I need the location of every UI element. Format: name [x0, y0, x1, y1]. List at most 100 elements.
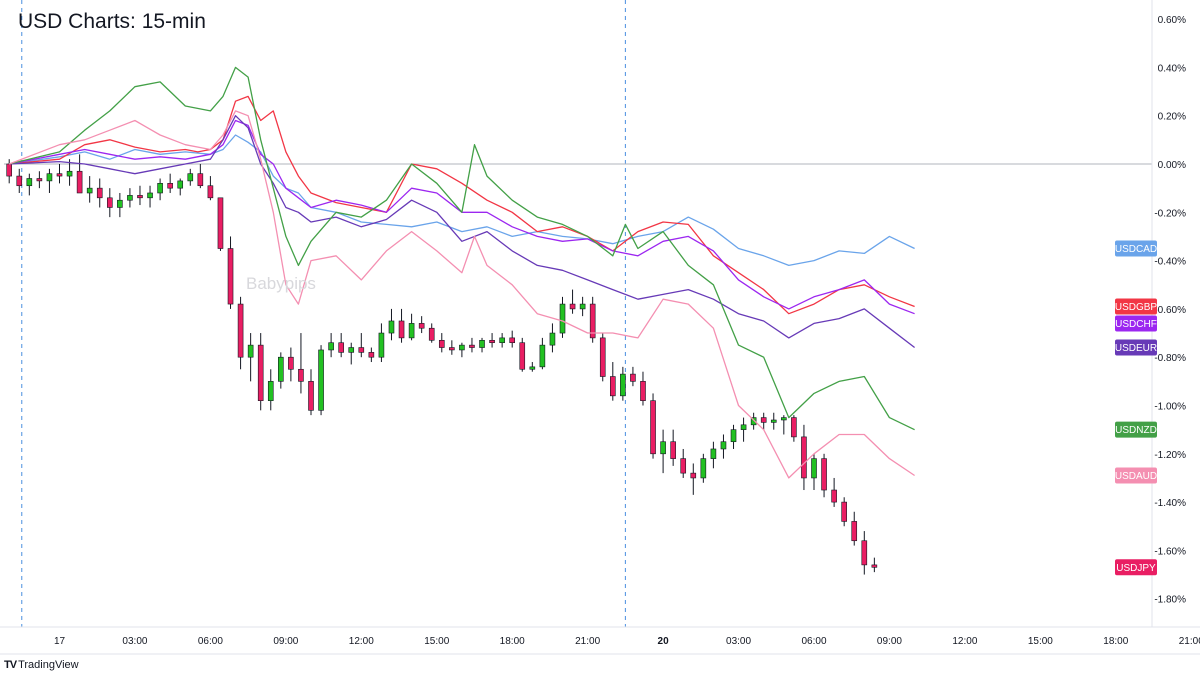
- candle-down: [841, 501, 847, 522]
- candle-down: [630, 373, 636, 382]
- candle-down: [96, 187, 103, 199]
- candle-up: [157, 183, 163, 194]
- candle-down: [589, 303, 596, 339]
- candle-down: [16, 175, 23, 187]
- x-tick-label: 18:00: [1103, 636, 1128, 647]
- candle-up: [388, 320, 395, 334]
- candle-down: [298, 368, 304, 382]
- series-tag-label: USDCHF: [1115, 319, 1157, 330]
- candle-up: [247, 344, 254, 358]
- candle-down: [680, 458, 687, 474]
- x-tick-label: 21:00: [575, 636, 600, 647]
- candle-up: [539, 344, 546, 368]
- candle-up: [408, 323, 415, 339]
- candle-up: [730, 429, 737, 443]
- candle-down: [469, 344, 475, 348]
- series-tag-usdnzd: [1115, 421, 1157, 438]
- y-tick-label: -0.60%: [1154, 305, 1186, 316]
- candle-down: [871, 564, 878, 568]
- candle-down: [338, 342, 344, 353]
- candle-down: [519, 342, 526, 370]
- candle-up: [770, 419, 777, 423]
- candle-up: [278, 356, 284, 382]
- x-tick-label: 17: [54, 636, 66, 647]
- candle-down: [308, 381, 314, 411]
- x-tick-label: 09:00: [273, 636, 298, 647]
- candle-down: [690, 472, 697, 479]
- candle-down: [257, 344, 264, 401]
- series-line-usdnzd: [9, 66, 915, 431]
- candle-up: [479, 339, 485, 348]
- candle-up: [26, 178, 33, 187]
- x-tick-label: 06:00: [801, 636, 826, 647]
- x-tick-label: 12:00: [349, 636, 374, 647]
- candle-up: [378, 332, 385, 358]
- candle-up: [66, 170, 73, 177]
- candle-down: [197, 173, 204, 187]
- series-tag-label: USDEUR: [1115, 343, 1157, 354]
- candle-up: [127, 195, 133, 201]
- candle-up: [781, 417, 787, 421]
- candle-down: [791, 417, 797, 438]
- x-tick-label: 20: [658, 636, 670, 647]
- candle-up: [147, 192, 153, 199]
- candle-up: [459, 344, 465, 351]
- brand-name: TradingView: [18, 659, 79, 671]
- series-line-usdchf: [9, 119, 915, 315]
- candle-down: [609, 376, 616, 397]
- x-tick-label: 03:00: [122, 636, 147, 647]
- candle-down: [760, 417, 767, 423]
- candle-down: [670, 441, 676, 459]
- candle-down: [217, 197, 224, 249]
- candle-up: [620, 373, 626, 397]
- candle-up: [117, 199, 123, 208]
- series-tag-label: USDJPY: [1116, 563, 1156, 574]
- candle-down: [428, 327, 435, 341]
- x-tick-label: 15:00: [424, 636, 449, 647]
- x-tick-label: 12:00: [952, 636, 977, 647]
- candle-up: [549, 332, 556, 346]
- candle-down: [207, 185, 214, 199]
- candle-up: [46, 173, 53, 182]
- candle-down: [36, 178, 43, 182]
- series-line-usdeur: [9, 115, 915, 349]
- y-tick-label: -1.20%: [1154, 450, 1186, 461]
- candle-up: [710, 448, 717, 459]
- candle-down: [237, 303, 244, 358]
- brand[interactable]: TV TradingView: [4, 659, 79, 671]
- candle-down: [449, 347, 455, 351]
- candle-down: [288, 356, 294, 370]
- candle-up: [348, 347, 355, 353]
- x-tick-label: 15:00: [1028, 636, 1053, 647]
- y-tick-label: -0.80%: [1154, 353, 1186, 364]
- y-tick-label: -0.40%: [1154, 257, 1186, 268]
- y-tick-label: -1.80%: [1154, 595, 1186, 606]
- candle-down: [861, 540, 868, 566]
- y-tick-label: -1.60%: [1154, 546, 1186, 557]
- x-tick-label: 09:00: [877, 636, 902, 647]
- watermark: Babypips: [246, 274, 316, 293]
- candle-up: [811, 458, 817, 479]
- candle-up: [750, 417, 757, 426]
- series-tag-usdchf: [1115, 315, 1157, 332]
- candle-down: [851, 521, 858, 542]
- series-tag-label: USDGBP: [1115, 302, 1158, 313]
- candle-up: [559, 303, 566, 334]
- candle-up: [328, 342, 334, 351]
- tradingview-logo-icon: TV: [4, 659, 17, 671]
- candle-down: [56, 173, 63, 177]
- series-line-usdaud: [8, 110, 915, 479]
- candles-usdjpy: [6, 154, 878, 575]
- candle-up: [177, 180, 184, 189]
- candle-down: [6, 163, 12, 177]
- candle-up: [720, 441, 727, 450]
- candle-up: [700, 458, 707, 479]
- y-tick-label: -1.40%: [1154, 498, 1186, 509]
- candle-down: [418, 323, 425, 329]
- series-tag-usdgbp: [1115, 298, 1157, 315]
- candle-down: [227, 248, 234, 305]
- candle-down: [368, 352, 375, 358]
- candle-up: [529, 366, 536, 370]
- y-tick-label: 0.60%: [1158, 15, 1186, 26]
